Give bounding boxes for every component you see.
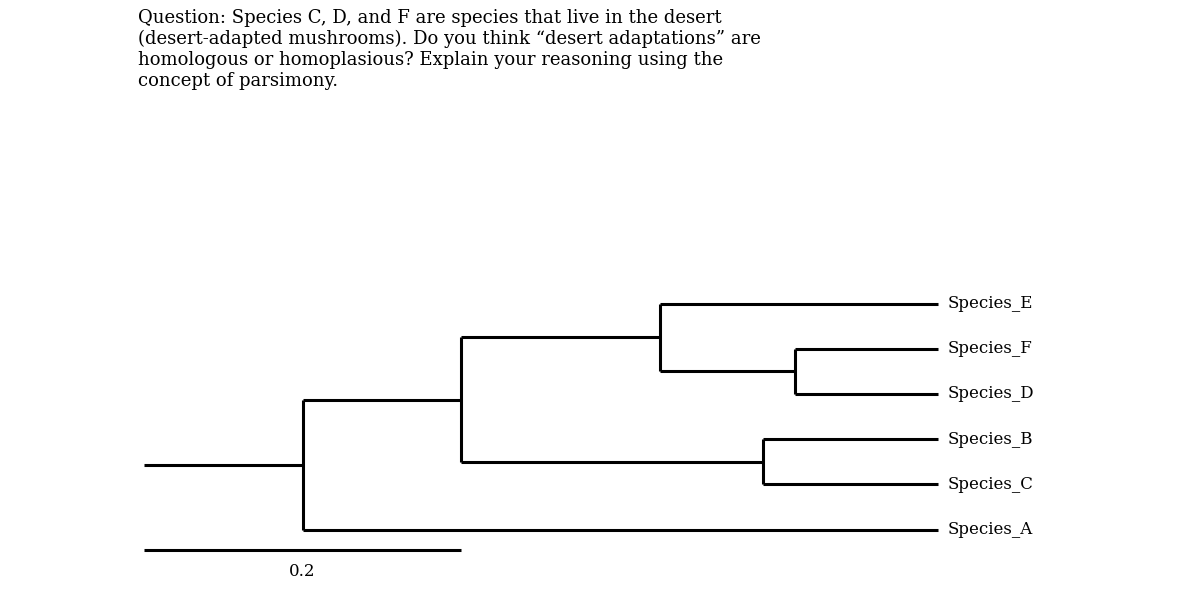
Text: Species_E: Species_E: [947, 295, 1033, 312]
Text: Species_C: Species_C: [947, 476, 1033, 493]
Text: Species_D: Species_D: [947, 386, 1034, 402]
Text: Question: Species C, D, and F are species that live in the desert
(desert-adapte: Question: Species C, D, and F are specie…: [138, 9, 761, 90]
Text: 0.2: 0.2: [289, 563, 316, 579]
Text: Species_F: Species_F: [947, 340, 1032, 357]
Text: Species_B: Species_B: [947, 430, 1033, 448]
Text: Species_A: Species_A: [947, 521, 1032, 538]
